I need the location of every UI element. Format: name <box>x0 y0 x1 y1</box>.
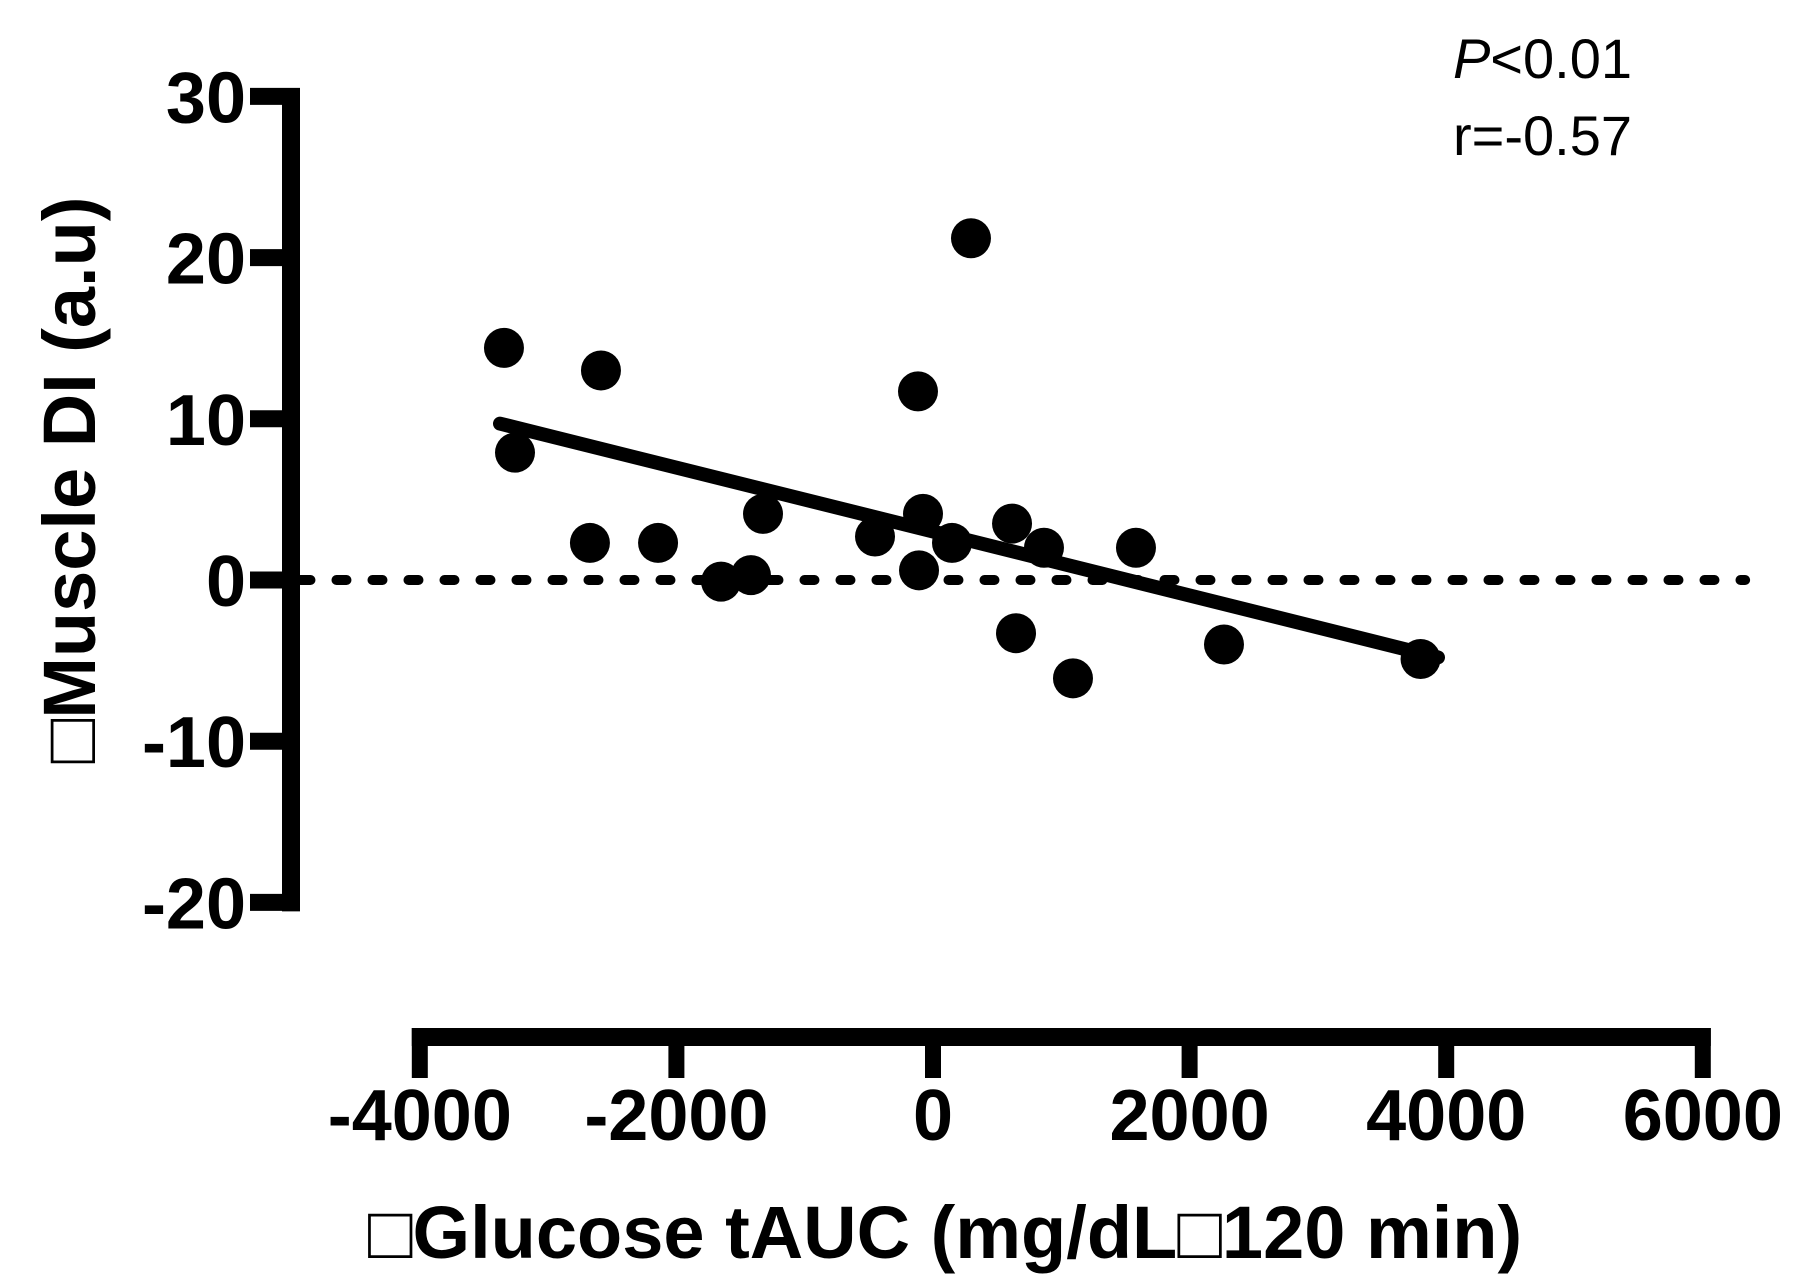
x-axis-title: □Glucose tAUC (mg/dL□120 min) <box>368 1191 1522 1274</box>
y-tick-labels: 30 20 10 0 -10 -20 <box>142 58 246 944</box>
data-point <box>1023 527 1064 568</box>
data-point <box>1052 658 1093 699</box>
stats-annotation-p: P<0.01 <box>1453 27 1632 90</box>
data-point <box>897 371 938 412</box>
x-tick-labels: -4000 -2000 0 2000 4000 6000 <box>328 1076 1783 1156</box>
data-point <box>931 522 972 563</box>
stats-annotation-r: r=-0.57 <box>1453 104 1632 167</box>
y-tick-label: 0 <box>206 542 246 622</box>
data-point <box>483 327 524 368</box>
p-value: <0.01 <box>1490 27 1632 90</box>
data-point <box>899 550 940 591</box>
x-tick-label: 4000 <box>1366 1076 1526 1156</box>
y-tick-label: 30 <box>166 58 246 138</box>
x-tick-label: -4000 <box>328 1076 512 1156</box>
y-tick-label: 10 <box>166 381 246 461</box>
data-point <box>580 350 621 391</box>
data-point <box>1400 638 1441 679</box>
y-axis: 30 20 10 0 -10 -20 <box>142 58 300 944</box>
data-point <box>902 493 943 534</box>
data-point <box>996 613 1037 654</box>
data-point <box>1115 527 1156 568</box>
y-ticks <box>250 87 300 911</box>
x-axis: -4000 -2000 0 2000 4000 6000 <box>328 1028 1783 1156</box>
p-symbol-italic: P <box>1453 27 1490 90</box>
y-tick-label: 20 <box>166 220 246 300</box>
data-point <box>701 561 742 602</box>
y-axis-title: □Muscle DI (a.u) <box>28 197 111 764</box>
x-tick-label: -2000 <box>584 1076 768 1156</box>
data-point <box>1203 624 1244 665</box>
data-point <box>730 555 771 596</box>
data-points <box>483 218 1441 699</box>
data-point <box>638 522 679 563</box>
x-tick-label: 6000 <box>1623 1076 1783 1156</box>
y-tick-label: -20 <box>142 864 246 944</box>
data-point <box>855 516 896 557</box>
y-tick-label: -10 <box>142 703 246 783</box>
x-tick-label: 0 <box>913 1076 953 1156</box>
x-ticks <box>411 1028 1711 1078</box>
data-point <box>494 432 535 473</box>
data-point <box>569 522 610 563</box>
data-point <box>950 218 991 259</box>
x-tick-label: 2000 <box>1110 1076 1270 1156</box>
data-point <box>992 503 1033 544</box>
data-point <box>743 493 784 534</box>
